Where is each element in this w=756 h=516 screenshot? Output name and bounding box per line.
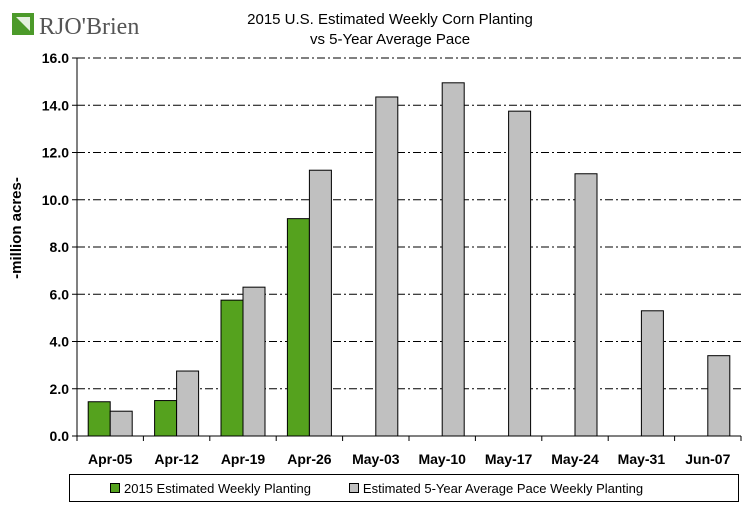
gridlines — [77, 57, 741, 390]
y-tick-label: 8.0 — [50, 239, 70, 255]
y-tick-label: 0.0 — [50, 428, 70, 444]
legend: 2015 Estimated Weekly Planting Estimated… — [69, 474, 739, 502]
rjobrien-logo: RJO'Brien — [8, 8, 158, 48]
bars — [87, 82, 731, 437]
y-axis-title: -million acres- — [8, 177, 25, 279]
bar-5yr-average — [109, 410, 133, 437]
y-tick-label: 10.0 — [42, 192, 69, 208]
x-tick-label: Apr-12 — [154, 451, 199, 467]
x-tick-label: May-10 — [418, 451, 466, 467]
y-tick-label: 6.0 — [50, 286, 70, 302]
bar-2015 — [154, 400, 178, 437]
bar-5yr-average — [375, 96, 399, 437]
bar-2015 — [286, 218, 310, 437]
x-tick-label: Apr-26 — [287, 451, 332, 467]
x-tick-label: Jun-07 — [685, 451, 730, 467]
y-tick-label: 12.0 — [42, 145, 69, 161]
y-tick-label: 2.0 — [50, 381, 70, 397]
x-tick-label: May-31 — [618, 451, 666, 467]
legend-label-5yr-average: Estimated 5-Year Average Pace Weekly Pla… — [362, 480, 644, 496]
y-tick-label: 14.0 — [42, 97, 69, 113]
x-tick-label: Apr-19 — [221, 451, 266, 467]
chart-title-block: 2015 U.S. Estimated Weekly Corn Planting… — [190, 10, 590, 50]
bar-5yr-average — [574, 173, 598, 437]
y-tick-label: 4.0 — [50, 334, 70, 350]
axes: 0.0 2.0 4.0 6.0 8.0 10.0 12.0 14.0 16.0 Apr-05 Apr… — [42, 50, 742, 467]
x-tick-label: May-24 — [551, 451, 599, 467]
bar-5yr-average — [508, 110, 532, 437]
x-tick-label: Apr-05 — [88, 451, 133, 467]
chart-title: 2015 U.S. Estimated Weekly Corn Planting — [247, 11, 533, 28]
bar-2015 — [220, 299, 244, 437]
x-tick-label: May-03 — [352, 451, 400, 467]
bar-5yr-average — [441, 82, 465, 437]
legend-label-2015: 2015 Estimated Weekly Planting — [124, 480, 311, 496]
bar-5yr-average — [640, 310, 664, 437]
bar-5yr-average — [176, 370, 200, 437]
bar-5yr-average — [242, 286, 266, 437]
y-tick-label: 16.0 — [42, 50, 69, 66]
legend-item-2015: 2015 Estimated Weekly Planting — [110, 481, 311, 496]
chart-subtitle: vs 5-Year Average Pace — [309, 31, 471, 48]
bar-2015 — [87, 401, 111, 437]
legend-item-5yr-average: Estimated 5-Year Average Pace Weekly Pla… — [348, 480, 644, 496]
legend-swatch-2015 — [110, 483, 120, 493]
bar-5yr-average — [707, 355, 731, 437]
logo-wordmark: RJO'Brien — [39, 14, 139, 40]
legend-swatch-5yr-average — [348, 483, 359, 493]
bar-5yr-average — [308, 169, 332, 437]
x-tick-label: May-17 — [485, 451, 533, 467]
